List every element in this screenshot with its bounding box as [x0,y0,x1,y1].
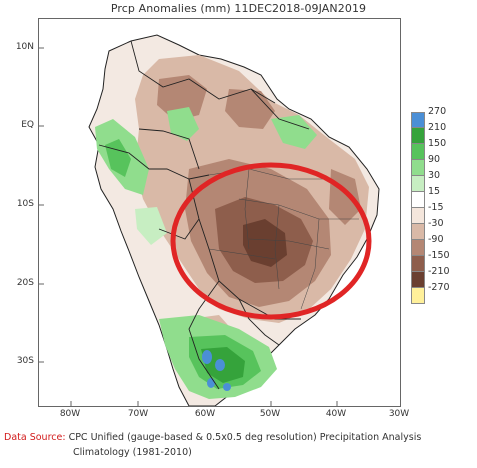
legend-label: 150 [428,138,447,149]
lon-label-70w: 70W [127,409,149,419]
legend-label: -210 [428,266,450,277]
lat-label-30s: 30S [16,356,34,366]
legend-swatch [411,160,425,176]
wet-anomaly-patches [95,107,317,399]
legend-label: 30 [428,170,441,181]
legend-swatch [411,144,425,160]
legend-row: -150 [411,250,473,272]
lon-label-40w: 40W [325,409,347,419]
legend-row: 90 [411,154,473,176]
legend-label: -30 [428,218,444,229]
legend-swatch [411,256,425,272]
legend-label: 15 [428,186,441,197]
legend-label: 90 [428,154,441,165]
legend-row: -90 [411,234,473,256]
climatology-line: Climatology (1981-2010) [73,447,192,458]
data-source-line: Data Source: CPC Unified (gauge-based & … [4,432,421,443]
lat-label-10s: 10S [16,199,34,209]
lon-label-80w: 80W [59,409,81,419]
legend-row: 210 [411,122,473,144]
legend-label: -90 [428,234,444,245]
lon-label-50w: 50W [259,409,281,419]
lat-label-20s: 20S [16,278,34,288]
legend-label: 210 [428,122,447,133]
legend-row: 15 [411,186,473,208]
legend-swatch [411,208,425,224]
lon-label-30w: 30W [388,409,410,419]
legend-swatch [411,112,425,128]
legend-swatch [411,240,425,256]
lat-label-10n: 10N [15,42,34,52]
legend-swatch [411,128,425,144]
legend-label: -270 [428,282,450,293]
anomaly-map [39,34,380,406]
highlight-circle [170,162,372,320]
legend-swatch [411,224,425,240]
legend-label: 270 [428,106,447,117]
legend-row: -270 [411,282,473,304]
lat-label-eq: EQ [21,120,34,130]
legend-swatch [411,176,425,192]
legend-row: 30 [411,170,473,192]
data-source-label: Data Source: [4,432,66,443]
legend-row: 270 [411,106,473,128]
legend-row: 150 [411,138,473,160]
legend-label: -15 [428,202,444,213]
map-frame [38,18,401,407]
legend-row: -30 [411,218,473,240]
legend-row: -15 [411,202,473,224]
country-borders [98,40,310,390]
color-legend: 270 210 150 90 30 15 -15 -30 -90 -150 -210 -270 [411,106,473,304]
legend-swatch [411,192,425,208]
lon-label-60w: 60W [194,409,216,419]
data-source-text: CPC Unified (gauge-based & 0.5x0.5 deg r… [65,432,422,443]
legend-swatch [411,288,425,304]
legend-label: -150 [428,250,450,261]
state-borders [208,168,359,310]
legend-row: -210 [411,266,473,288]
map-title: Prcp Anomalies (mm) 11DEC2018-09JAN2019 [110,2,367,15]
axis-ticks [39,47,338,406]
legend-swatch [411,272,425,288]
